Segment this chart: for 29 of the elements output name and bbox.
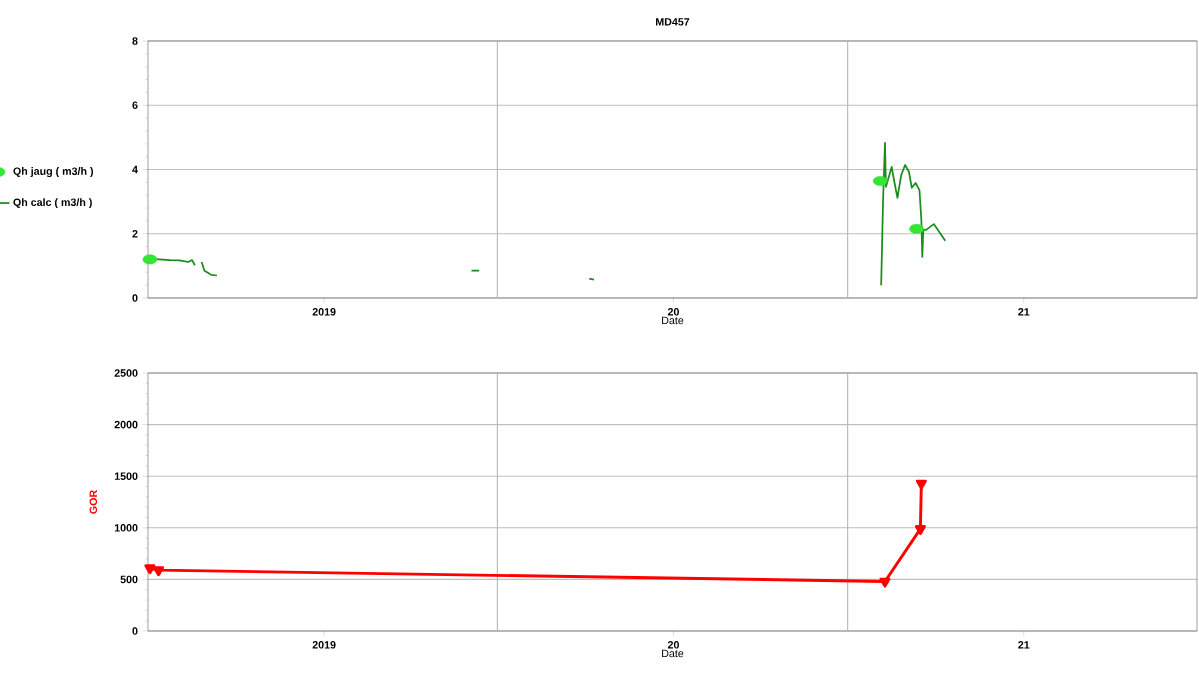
y-tick-label: 2500 — [114, 369, 138, 377]
x-tick-label: 20 — [667, 308, 679, 316]
x-tick-label: 21 — [1018, 308, 1030, 316]
point — [144, 564, 156, 575]
y-axis-title: GOR — [89, 490, 98, 514]
y-tick-label: 0 — [132, 294, 138, 302]
y-tick-label: 8 — [132, 37, 138, 45]
point — [153, 566, 165, 577]
x-tick-label: 21 — [1018, 641, 1030, 649]
y-tick-label: 0 — [132, 627, 138, 635]
y-tick-label: 500 — [120, 575, 138, 584]
y-tick-label: 1500 — [114, 472, 138, 480]
point — [909, 223, 924, 234]
y-tick-label: 2 — [132, 230, 138, 238]
x-tick-label: 2019 — [312, 308, 336, 316]
point — [879, 577, 891, 588]
x-axis-title: Date — [662, 649, 684, 658]
y-tick-label: 1000 — [114, 524, 138, 532]
x-axis-title: Date — [662, 316, 684, 325]
chart-title: MD457 — [656, 18, 690, 26]
y-tick-label: 2000 — [114, 420, 138, 429]
y-tick-label: 4 — [132, 165, 138, 174]
legend-label: Qh jaug ( m3/h ) — [13, 167, 93, 178]
point — [915, 479, 927, 490]
point — [914, 525, 926, 535]
x-tick-label: 20 — [667, 641, 679, 649]
legend-label: Qh calc ( m3/h ) — [13, 198, 92, 209]
x-tick-label: 2019 — [312, 641, 336, 649]
y-tick-label: 6 — [132, 101, 138, 110]
